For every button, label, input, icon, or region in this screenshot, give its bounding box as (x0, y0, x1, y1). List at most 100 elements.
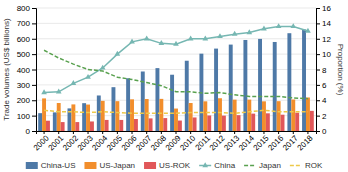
legend-entry: China (199, 161, 235, 170)
tick: 0 (26, 127, 36, 136)
plot: 0100200300400500600700800024681012141620… (17, 4, 332, 152)
grid-line (36, 8, 316, 9)
tick-mark (316, 70, 320, 71)
tick-label: 600 (17, 35, 31, 44)
bar (130, 99, 134, 131)
tick: 12 (316, 35, 331, 44)
tick-label: 2002 (61, 133, 80, 152)
y-axis: 0100200300400500600700800 (17, 4, 37, 136)
bar (163, 118, 167, 131)
tick-label: 2015 (252, 133, 271, 152)
marker (129, 39, 135, 44)
tick-mark (32, 100, 36, 101)
tick-mark (32, 116, 36, 117)
bar (266, 113, 270, 131)
data-area (38, 23, 314, 131)
bar (243, 40, 247, 131)
bar (203, 101, 207, 131)
bar (214, 49, 218, 131)
tick-mark (316, 100, 320, 101)
tick-mark (316, 23, 320, 24)
bar (119, 120, 123, 131)
x-axis: 2000200120022003200420052006200720082009… (32, 131, 317, 152)
bar (145, 99, 149, 131)
grid-line (36, 23, 316, 24)
bar-series (42, 97, 310, 131)
y2-axis-title: Proportion (%) (336, 44, 345, 96)
bar (71, 104, 75, 131)
marker (232, 31, 238, 36)
tick-label: 2009 (164, 133, 183, 152)
marker (56, 89, 62, 94)
bar (185, 61, 189, 131)
y2-axis-line (317, 9, 321, 132)
tick-label: 500 (17, 50, 31, 59)
legend-entry: China-US (26, 161, 76, 170)
bar (281, 115, 285, 131)
legend-entry: US-Japan (84, 161, 135, 170)
bar (277, 101, 281, 131)
bar (42, 98, 46, 131)
bar (38, 113, 42, 131)
bar (75, 122, 79, 131)
bar (306, 97, 310, 131)
bar (273, 42, 277, 131)
bar (97, 95, 101, 131)
legend-label: China (214, 161, 235, 170)
tick: 6 (316, 81, 327, 90)
legend-label: Japan (259, 161, 281, 170)
tick: 400 (17, 66, 36, 75)
tick-mark (32, 8, 36, 9)
tick-label: 0 (26, 127, 31, 136)
bar (115, 101, 119, 131)
tick-mark (32, 131, 36, 132)
tick: 2018 (296, 131, 315, 152)
bar (233, 100, 237, 131)
tick-mark (32, 70, 36, 71)
line (44, 50, 308, 98)
legend-label: ROK (305, 161, 323, 170)
marker (144, 35, 150, 40)
tick-label: 10 (322, 50, 331, 59)
tick: 4 (316, 96, 327, 105)
y-axis-title: Trade volumes (US$ billions) (2, 18, 11, 121)
tick-label: 12 (322, 35, 331, 44)
tick: 8 (316, 66, 327, 75)
bar (302, 30, 306, 131)
tick-label: 2006 (120, 133, 139, 152)
tick: 600 (17, 35, 36, 44)
legend-entry: ROK (290, 161, 323, 170)
tick-mark (316, 8, 320, 9)
bar (237, 115, 241, 131)
marker (290, 23, 296, 28)
bar (218, 98, 222, 131)
tick-label: 2003 (76, 133, 95, 152)
bar (262, 101, 266, 131)
tick: 2 (316, 112, 327, 121)
tick-label: 16 (322, 4, 331, 13)
bar (86, 105, 90, 131)
tick: 300 (17, 81, 36, 90)
tick-label: 2010 (178, 133, 197, 152)
tick: 2010 (178, 131, 197, 152)
marker (41, 89, 47, 94)
line (44, 26, 308, 92)
marker (202, 35, 208, 40)
marker (261, 25, 267, 30)
tick-label: 2014 (237, 133, 256, 152)
legend-swatch (290, 165, 302, 167)
tick-mark (32, 85, 36, 86)
tick: 500 (17, 50, 36, 59)
bar (251, 114, 255, 131)
bar (111, 87, 115, 131)
marker (71, 80, 77, 85)
tick-label: 2016 (266, 133, 285, 152)
tick: 10 (316, 50, 331, 59)
tick-label: 400 (17, 66, 31, 75)
tick: 800 (17, 4, 36, 13)
grid-line (36, 38, 316, 39)
marker (246, 29, 252, 34)
tick-label: 8 (322, 66, 327, 75)
bar (229, 45, 233, 131)
marker (217, 33, 223, 38)
